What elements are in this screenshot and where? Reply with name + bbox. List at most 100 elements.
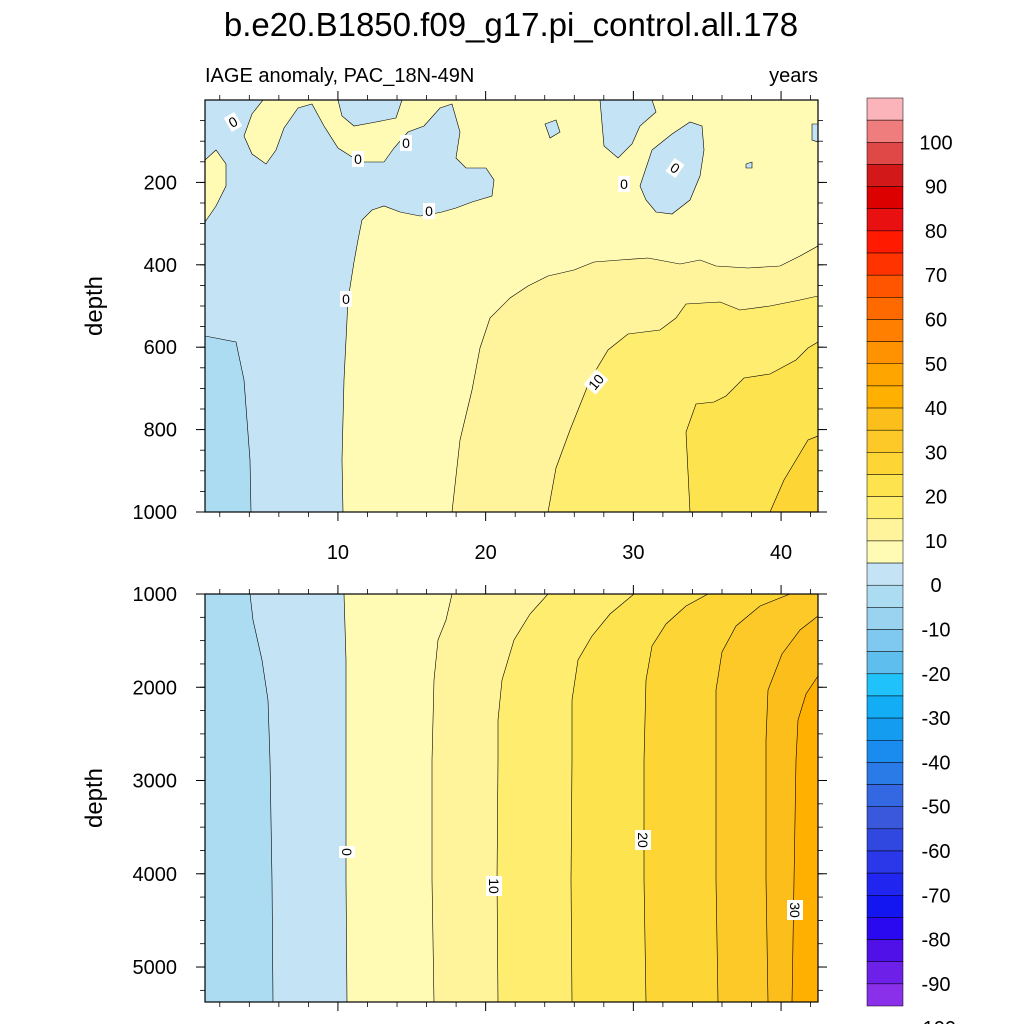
bottom-panel: 0 10 20 30 1000 2000 3000 4000 5000 depth bbox=[81, 584, 827, 1011]
top-neg-darker-left bbox=[205, 335, 252, 512]
colorbar-swatch bbox=[866, 142, 904, 165]
contour-label-text: 0 bbox=[402, 135, 410, 151]
colorbar-label: 10 bbox=[925, 531, 947, 553]
contour-label-text: 0 bbox=[620, 176, 628, 192]
top-y-tick-label: 1000 bbox=[133, 502, 178, 524]
contour-label: 0 bbox=[352, 151, 364, 167]
colorbar-swatch bbox=[866, 474, 904, 497]
top-y-tick-label: 800 bbox=[144, 420, 177, 442]
contour-label: 0 bbox=[223, 112, 243, 132]
bottom-y-axis-label: depth bbox=[81, 768, 108, 828]
top-y-tick-label: 200 bbox=[144, 172, 177, 194]
contour-label-text: 20 bbox=[635, 832, 651, 848]
bottom-plot-frame bbox=[204, 593, 819, 1003]
colorbar-label: 70 bbox=[925, 265, 947, 287]
top-band-20 bbox=[769, 435, 818, 512]
chart-title: b.e20.B1850.f09_g17.pi_control.all.178 bbox=[224, 6, 798, 43]
colorbar-label: 40 bbox=[925, 398, 947, 420]
colorbar-swatch bbox=[866, 939, 904, 962]
contour-label-text: 0 bbox=[339, 848, 355, 856]
bottom-y-tick-label: 1000 bbox=[133, 584, 178, 606]
colorbar-label: 20 bbox=[925, 487, 947, 509]
colorbar-label: 50 bbox=[925, 354, 947, 376]
x-tick-label: 20 bbox=[475, 542, 497, 564]
contour-label: 0 bbox=[618, 176, 630, 192]
colorbar-label: -10 bbox=[922, 620, 951, 642]
colorbar-label: 100 bbox=[919, 132, 952, 154]
colorbar-swatch bbox=[866, 872, 904, 896]
bottom-y-tick-label: 3000 bbox=[133, 771, 178, 793]
top-neg-patch-small bbox=[544, 119, 561, 139]
colorbar-label: -60 bbox=[922, 841, 951, 863]
colorbar-swatch bbox=[866, 319, 904, 342]
top-neg-patch-right-c bbox=[745, 161, 753, 169]
colorbar-swatch bbox=[866, 806, 904, 830]
colorbar-swatch bbox=[866, 739, 904, 763]
colorbar-swatch bbox=[866, 629, 904, 652]
colorbar-swatch bbox=[866, 607, 904, 630]
top-y-axis-label: depth bbox=[81, 276, 108, 336]
colorbar-swatch bbox=[866, 496, 904, 520]
colorbar-swatch bbox=[866, 961, 904, 985]
top-neg-light-fill bbox=[205, 149, 227, 223]
colorbar-swatch bbox=[866, 673, 904, 697]
bottom-y-tick-label: 2000 bbox=[133, 677, 178, 699]
colorbar-swatch bbox=[866, 97, 904, 121]
colorbar-swatch bbox=[866, 695, 904, 719]
colorbar-label: -70 bbox=[922, 885, 951, 907]
colorbar-swatch bbox=[866, 828, 904, 852]
contour-label-text: 30 bbox=[787, 902, 803, 918]
contour-label-text: 10 bbox=[486, 878, 502, 894]
colorbar-swatch bbox=[866, 274, 904, 298]
top-neg-patch-edge bbox=[811, 123, 818, 143]
colorbar-swatch bbox=[866, 297, 904, 320]
colorbar-label: 0 bbox=[930, 575, 941, 597]
top-panel: 0 0 0 0 0 0 0 10 200 400 600 800 1000 depth bbox=[81, 91, 827, 524]
colorbar-swatch bbox=[866, 518, 904, 542]
colorbar-swatch bbox=[866, 252, 904, 276]
colorbar-swatch bbox=[866, 452, 904, 475]
colorbar-swatch bbox=[866, 717, 904, 741]
contour-label: 0 bbox=[339, 846, 355, 858]
contour-label: 0 bbox=[665, 158, 685, 178]
colorbar-swatch bbox=[866, 784, 904, 807]
top-y-tick-label: 400 bbox=[144, 255, 177, 277]
colorbar-label: 90 bbox=[925, 177, 947, 199]
bot-band-35 bbox=[791, 675, 818, 1002]
colorbar-label: -50 bbox=[922, 797, 951, 819]
colorbar-swatch bbox=[866, 983, 904, 1007]
colorbar-swatch bbox=[866, 407, 904, 431]
colorbar-swatch bbox=[866, 363, 904, 387]
colorbar-swatch bbox=[866, 186, 904, 209]
top-y-tick-label: 600 bbox=[144, 337, 177, 359]
colorbar-label: -80 bbox=[922, 930, 951, 952]
colorbar-label: -30 bbox=[922, 708, 951, 730]
contour-label: 30 bbox=[787, 900, 803, 920]
contour-label-text: 0 bbox=[342, 291, 350, 307]
colorbar-label: -100 bbox=[916, 1018, 956, 1024]
contour-label: 10 bbox=[583, 369, 609, 395]
colorbar-label: 60 bbox=[925, 309, 947, 331]
x-tick-label: 30 bbox=[622, 542, 644, 564]
top-band-15 bbox=[685, 341, 818, 512]
colorbar-swatch bbox=[866, 562, 904, 586]
colorbar-swatch bbox=[866, 341, 904, 365]
colorbar-swatch bbox=[866, 584, 904, 608]
colorbar-swatch bbox=[866, 651, 904, 675]
x-tick-label: 10 bbox=[327, 542, 349, 564]
subtitle-left: IAGE anomaly, PAC_18N-49N bbox=[205, 65, 474, 87]
top-neg-band-left bbox=[205, 100, 495, 512]
subtitle-right: years bbox=[769, 65, 818, 87]
contour-label-text: 0 bbox=[354, 151, 362, 167]
colorbar-swatch bbox=[866, 429, 904, 453]
colorbar-swatch bbox=[866, 119, 904, 143]
colorbar-swatch bbox=[866, 540, 904, 564]
colorbar-label: -20 bbox=[922, 664, 951, 686]
contour-label: 0 bbox=[340, 291, 352, 307]
colorbar-swatch bbox=[866, 850, 904, 874]
contour-label: 0 bbox=[423, 203, 435, 219]
colorbar-swatch bbox=[866, 385, 904, 409]
colorbar-swatch bbox=[866, 762, 904, 785]
top-neg-patch-mid bbox=[337, 100, 403, 127]
